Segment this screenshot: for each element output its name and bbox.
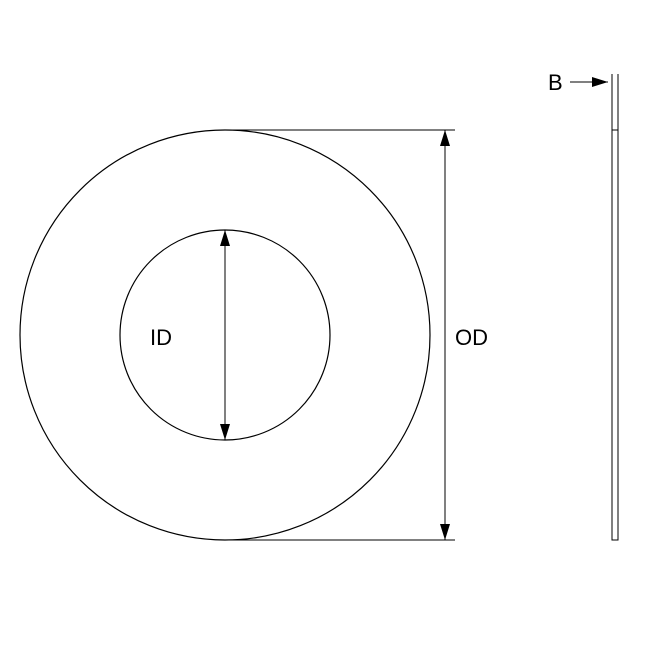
arrowhead <box>592 77 608 87</box>
b-label: B <box>548 70 563 95</box>
washer-side-profile <box>612 130 618 540</box>
arrowhead <box>440 524 450 540</box>
arrowhead <box>220 230 230 246</box>
arrowhead <box>440 130 450 146</box>
od-label: OD <box>455 325 488 350</box>
id-label: ID <box>150 325 172 350</box>
arrowhead <box>220 424 230 440</box>
